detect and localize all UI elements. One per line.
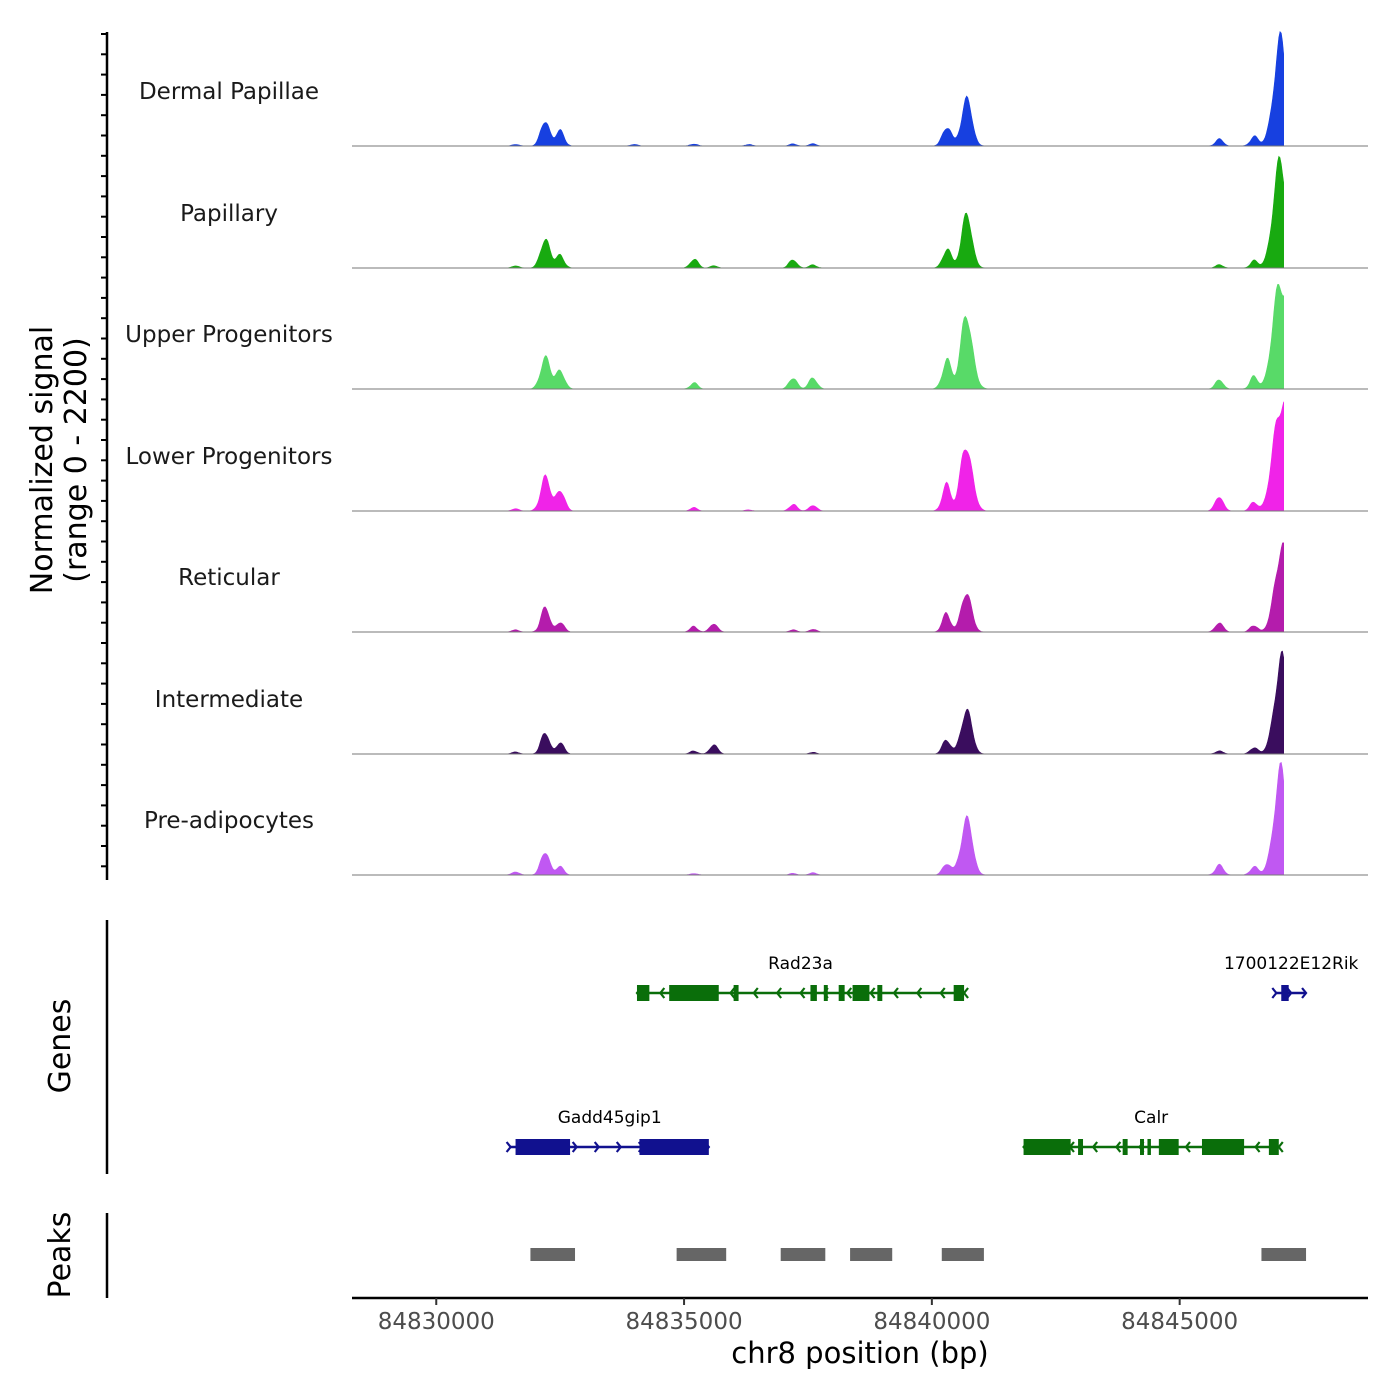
genes-axis-title: Genes xyxy=(43,999,78,1094)
track-intermediate: Intermediate xyxy=(155,650,1368,755)
strand-arrow xyxy=(1114,1141,1122,1153)
exon xyxy=(823,985,828,1001)
exon xyxy=(810,985,817,1001)
strand-arrow xyxy=(775,987,783,999)
gene-label: Gadd45gip1 xyxy=(558,1108,662,1128)
peak-regions xyxy=(530,1248,1307,1261)
track-papillary: Papillary xyxy=(180,155,1368,269)
track-label: Lower Progenitors xyxy=(126,444,333,470)
y-axis-title-line2: (range 0 - 2200) xyxy=(59,337,94,583)
strand-arrow xyxy=(939,987,946,999)
track-label: Papillary xyxy=(180,201,278,227)
strand-arrow xyxy=(892,987,899,999)
x-tick-label: 84830000 xyxy=(378,1309,495,1335)
exon xyxy=(1158,1139,1179,1155)
strand-arrow xyxy=(845,987,853,999)
exon xyxy=(669,985,719,1001)
exon xyxy=(1281,985,1289,1001)
track-label: Reticular xyxy=(178,565,280,591)
exon xyxy=(1147,1139,1151,1155)
peak-region xyxy=(941,1248,984,1261)
coverage-area xyxy=(500,762,1284,876)
peak-region xyxy=(850,1248,893,1261)
strand-arrow xyxy=(1301,987,1308,999)
coverage-area xyxy=(500,30,1284,147)
coverage-area xyxy=(500,284,1284,390)
track-label: Upper Progenitors xyxy=(125,322,333,348)
exon xyxy=(636,985,650,1001)
strand-arrow xyxy=(799,987,806,999)
track-dermal-papillae: Dermal Papillae xyxy=(139,30,1368,147)
strand-arrow xyxy=(615,1141,623,1153)
track-label: Intermediate xyxy=(155,687,303,713)
track-reticular: Reticular xyxy=(178,542,1368,633)
coverage-area xyxy=(500,650,1284,755)
gene-annotations: Rad23a 1700122E12Rik Gadd45gip1 Calr xyxy=(505,954,1359,1155)
strand-arrow xyxy=(729,987,736,999)
x-axis-title: chr8 position (bp) xyxy=(731,1336,988,1370)
gene-rad23a: Rad23a xyxy=(635,954,969,1001)
gene-label: Rad23a xyxy=(768,954,833,974)
exon xyxy=(953,985,965,1001)
gene-label: 1700122E12Rik xyxy=(1224,954,1359,974)
exon xyxy=(877,985,883,1001)
exon xyxy=(838,985,845,1001)
exon xyxy=(515,1139,571,1155)
strand-arrow xyxy=(752,987,759,999)
x-axis: 84830000 84835000 84840000 84845000 xyxy=(352,1296,1368,1335)
strand-arrow xyxy=(962,987,969,999)
y-axis-title-line1: Normalized signal xyxy=(25,326,60,594)
strand-arrow xyxy=(571,1141,579,1153)
peak-region xyxy=(1261,1248,1307,1261)
x-tick-label: 84835000 xyxy=(626,1309,743,1335)
strand-arrow xyxy=(1184,1141,1191,1153)
peak-region xyxy=(780,1248,826,1261)
coverage-tracks: Dermal Papillae Papillary Upper Progenitor… xyxy=(125,30,1368,876)
gene-gadd45gip1: Gadd45gip1 xyxy=(505,1108,711,1155)
peak-region xyxy=(676,1248,727,1261)
strand-arrow xyxy=(1254,1141,1261,1153)
exon xyxy=(852,985,870,1001)
strand-arrow xyxy=(1277,1141,1284,1153)
exon xyxy=(733,985,739,1001)
exon xyxy=(1023,1139,1071,1155)
x-tick-label: 84845000 xyxy=(1121,1309,1238,1335)
strand-arrow xyxy=(593,1141,601,1153)
peak-region xyxy=(530,1248,576,1261)
coverage-area xyxy=(500,155,1284,269)
coverage-area xyxy=(500,542,1284,633)
track-label: Pre-adipocytes xyxy=(144,808,314,834)
exon xyxy=(1122,1139,1128,1155)
exon xyxy=(1140,1139,1144,1155)
gene-label: Calr xyxy=(1134,1108,1168,1128)
strand-arrow xyxy=(505,1141,513,1153)
x-tick-label: 84840000 xyxy=(873,1309,990,1335)
gene-calr: Calr xyxy=(1022,1108,1284,1155)
exon xyxy=(1268,1139,1279,1155)
coverage-area xyxy=(500,401,1284,512)
strand-arrow xyxy=(869,987,876,999)
peaks-axis-title: Peaks xyxy=(43,1212,78,1299)
signal-y-axis xyxy=(101,32,109,880)
track-pre-adipocytes: Pre-adipocytes xyxy=(144,762,1368,876)
exon xyxy=(1201,1139,1245,1155)
track-label: Dermal Papillae xyxy=(139,79,319,105)
strand-arrow xyxy=(1271,987,1278,999)
exon xyxy=(639,1139,709,1155)
strand-arrow xyxy=(658,987,666,999)
gene-1700122e12rik: 1700122E12Rik xyxy=(1224,954,1359,1001)
track-lower-progenitors: Lower Progenitors xyxy=(126,401,1368,512)
strand-arrow xyxy=(1091,1141,1099,1153)
exon xyxy=(1078,1139,1084,1155)
strand-arrow xyxy=(915,987,923,999)
track-upper-progenitors: Upper Progenitors xyxy=(125,284,1368,390)
